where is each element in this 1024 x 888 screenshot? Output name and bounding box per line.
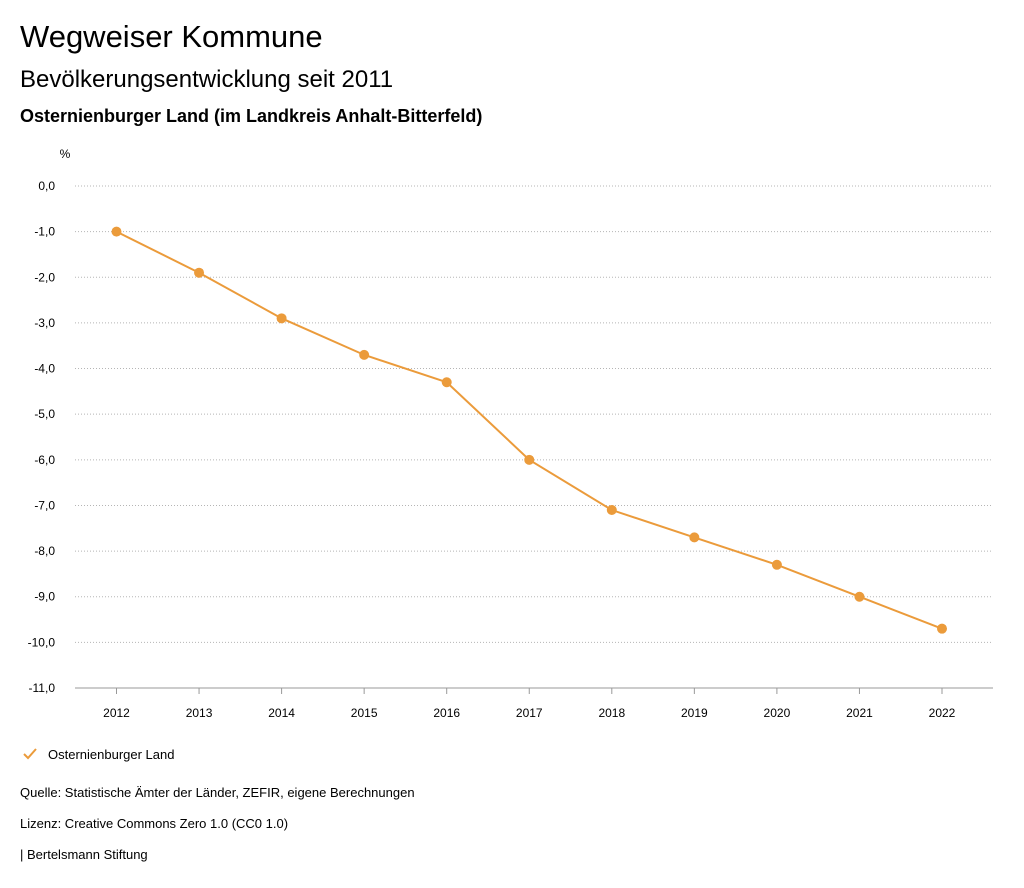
x-tick-label: 2020 xyxy=(764,706,791,720)
y-tick-label: -7,0 xyxy=(34,498,55,512)
x-tick-label: 2012 xyxy=(103,706,130,720)
x-tick-label: 2022 xyxy=(929,706,956,720)
y-tick-label: -9,0 xyxy=(34,590,55,604)
y-tick-label: -8,0 xyxy=(34,544,55,558)
x-tick-label: 2021 xyxy=(846,706,873,720)
license-note: Lizenz: Creative Commons Zero 1.0 (CC0 1… xyxy=(20,816,289,831)
series-line-osternienburger-land xyxy=(116,230,943,630)
legend-label-osternienburger-land: Osternienburger Land xyxy=(48,746,175,762)
data-point[interactable] xyxy=(194,267,205,278)
y-tick-label: 0,0 xyxy=(38,179,55,193)
y-tick-label: -4,0 xyxy=(34,362,55,376)
data-point[interactable] xyxy=(441,377,452,388)
y-tick-label: -6,0 xyxy=(34,453,55,467)
data-point[interactable] xyxy=(359,349,370,360)
x-tick-label: 2019 xyxy=(681,706,708,720)
data-point[interactable] xyxy=(524,454,535,465)
y-tick-label: -11,0 xyxy=(29,681,56,695)
data-point[interactable] xyxy=(111,226,122,237)
x-tick-label: 2017 xyxy=(516,706,543,720)
data-point[interactable] xyxy=(276,313,287,324)
page-title: Wegweiser Kommune xyxy=(20,19,323,54)
publisher-note: | Bertelsmann Stiftung xyxy=(20,847,148,862)
check-icon xyxy=(23,748,37,760)
y-tick-label: -10,0 xyxy=(28,635,56,649)
y-axis-unit-label: % xyxy=(60,147,71,161)
data-point[interactable] xyxy=(606,505,617,516)
x-tick-label: 2014 xyxy=(268,706,295,720)
data-point[interactable] xyxy=(854,591,865,602)
chart-subtitle: Bevölkerungsentwicklung seit 2011 xyxy=(20,66,394,93)
data-point[interactable] xyxy=(771,559,782,570)
x-tick-label: 2015 xyxy=(351,706,378,720)
y-tick-label: -2,0 xyxy=(34,270,55,284)
data-point[interactable] xyxy=(689,532,700,543)
x-tick-label: 2016 xyxy=(433,706,460,720)
source-note: Quelle: Statistische Ämter der Länder, Z… xyxy=(20,785,415,800)
legend[interactable]: Osternienburger Land xyxy=(20,744,174,764)
x-tick-label: 2018 xyxy=(598,706,625,720)
y-tick-label: -5,0 xyxy=(34,407,55,421)
y-tick-label: -3,0 xyxy=(34,316,55,330)
x-tick-label: 2013 xyxy=(186,706,213,720)
y-tick-label: -1,0 xyxy=(34,225,55,239)
region-name: Osternienburger Land (im Landkreis Anhal… xyxy=(20,106,483,126)
data-point[interactable] xyxy=(937,623,947,634)
population-chart: % 0,0 -1,0 -2,0 -3,0 -4,0 -5,0 -6,0 -7,0 -8,0 -9,… xyxy=(28,147,993,720)
